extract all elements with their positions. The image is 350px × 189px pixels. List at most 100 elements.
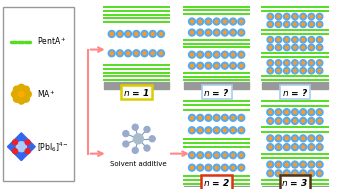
Circle shape	[197, 62, 204, 69]
Circle shape	[267, 144, 274, 151]
Circle shape	[222, 114, 228, 121]
Circle shape	[223, 64, 226, 67]
Bar	[262, 186, 328, 189]
Circle shape	[133, 134, 143, 144]
Circle shape	[269, 146, 272, 149]
Circle shape	[269, 62, 272, 64]
Circle shape	[213, 152, 220, 159]
Circle shape	[108, 30, 115, 37]
Circle shape	[308, 144, 315, 151]
Circle shape	[277, 111, 280, 114]
Circle shape	[215, 64, 218, 67]
Circle shape	[215, 31, 218, 34]
Circle shape	[230, 164, 237, 171]
Circle shape	[207, 53, 210, 56]
Circle shape	[223, 166, 226, 169]
Circle shape	[240, 53, 243, 56]
Text: MA$^+$: MA$^+$	[37, 88, 56, 100]
Circle shape	[316, 118, 323, 124]
Circle shape	[300, 60, 306, 66]
Circle shape	[240, 20, 243, 23]
Circle shape	[275, 109, 282, 116]
Circle shape	[197, 18, 204, 25]
Circle shape	[294, 137, 296, 140]
Circle shape	[12, 91, 18, 97]
Circle shape	[302, 69, 304, 72]
Circle shape	[189, 164, 195, 171]
Circle shape	[275, 118, 282, 124]
Circle shape	[277, 62, 280, 64]
Circle shape	[118, 52, 121, 55]
Circle shape	[149, 30, 156, 37]
Circle shape	[267, 36, 274, 43]
Text: PentA$^+$: PentA$^+$	[37, 36, 66, 47]
Polygon shape	[7, 133, 35, 161]
Circle shape	[308, 13, 315, 20]
Circle shape	[283, 135, 290, 142]
Circle shape	[283, 118, 290, 124]
Text: $n$ = ?: $n$ = ?	[282, 87, 308, 98]
Circle shape	[275, 36, 282, 43]
Circle shape	[308, 118, 315, 124]
Circle shape	[230, 29, 237, 36]
Circle shape	[143, 52, 146, 55]
Circle shape	[285, 15, 288, 18]
Circle shape	[117, 30, 123, 37]
Text: $n$ = 3: $n$ = 3	[281, 177, 309, 188]
Circle shape	[284, 44, 290, 51]
Circle shape	[189, 18, 195, 25]
Circle shape	[308, 170, 315, 177]
Circle shape	[316, 60, 323, 66]
Circle shape	[277, 137, 280, 140]
Circle shape	[13, 86, 19, 92]
Circle shape	[123, 131, 129, 137]
Circle shape	[316, 13, 323, 20]
Circle shape	[300, 109, 307, 116]
Circle shape	[284, 67, 290, 74]
Circle shape	[205, 152, 212, 159]
Circle shape	[292, 44, 298, 51]
Circle shape	[277, 23, 280, 26]
Circle shape	[240, 129, 243, 132]
Circle shape	[267, 44, 274, 51]
Circle shape	[222, 18, 228, 25]
Circle shape	[267, 161, 274, 168]
Circle shape	[190, 53, 194, 56]
Circle shape	[190, 154, 194, 157]
Circle shape	[294, 46, 296, 49]
Circle shape	[269, 15, 272, 18]
Circle shape	[118, 33, 121, 35]
Circle shape	[160, 33, 162, 35]
Circle shape	[283, 109, 290, 116]
Circle shape	[25, 149, 30, 154]
Circle shape	[277, 172, 280, 175]
Circle shape	[215, 129, 218, 132]
Circle shape	[269, 119, 272, 122]
Circle shape	[275, 161, 282, 168]
Circle shape	[294, 111, 296, 114]
Circle shape	[318, 111, 321, 114]
Circle shape	[277, 15, 280, 18]
Circle shape	[300, 170, 307, 177]
Circle shape	[302, 15, 304, 18]
Circle shape	[199, 116, 202, 119]
Circle shape	[283, 161, 290, 168]
Circle shape	[23, 96, 29, 102]
Circle shape	[292, 67, 298, 74]
Circle shape	[189, 152, 195, 159]
Circle shape	[285, 69, 288, 72]
Circle shape	[269, 111, 272, 114]
Circle shape	[308, 135, 315, 142]
Circle shape	[215, 116, 218, 119]
Circle shape	[318, 146, 321, 149]
Circle shape	[294, 15, 296, 18]
Circle shape	[238, 51, 245, 58]
Circle shape	[207, 116, 210, 119]
Circle shape	[215, 53, 218, 56]
Circle shape	[284, 21, 290, 28]
Circle shape	[232, 129, 235, 132]
Circle shape	[285, 172, 288, 175]
Circle shape	[300, 161, 307, 168]
Text: $n$ = 2: $n$ = 2	[203, 177, 230, 188]
Circle shape	[310, 119, 313, 122]
